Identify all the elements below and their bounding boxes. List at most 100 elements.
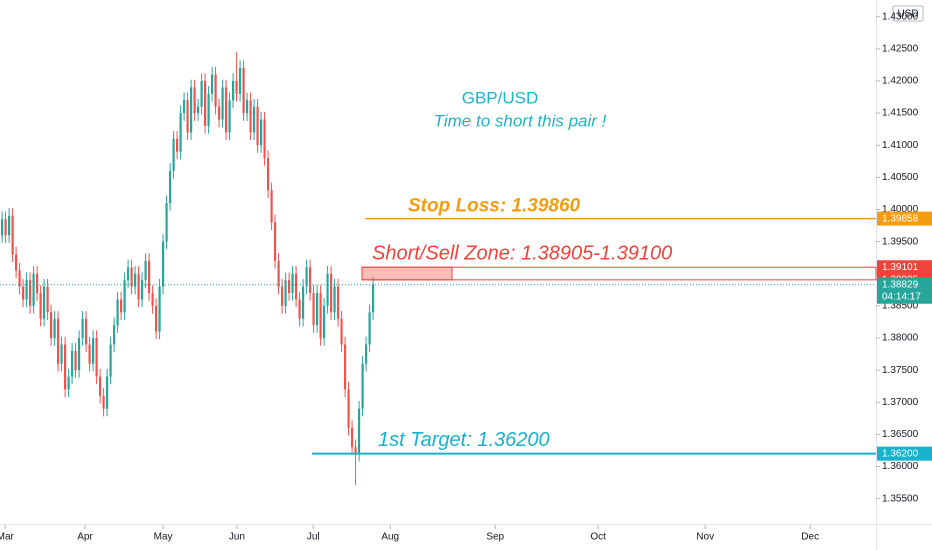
candle-body: [21, 286, 25, 300]
candle-body: [63, 344, 67, 390]
candle-body: [109, 344, 112, 377]
candle-body: [319, 293, 322, 339]
candle-body: [347, 389, 350, 428]
countdown: 04:14:17: [882, 291, 921, 302]
x-tick-label: Jun: [229, 532, 245, 543]
candle-body: [11, 215, 14, 255]
candle-body: [46, 286, 49, 313]
sell-zone-text: Short/Sell Zone: 1.38905-1.39100: [372, 243, 672, 265]
stop-loss-tag: 1.39858: [882, 213, 919, 224]
candle-body: [0, 219, 4, 236]
x-tick-label: May: [154, 532, 173, 543]
y-tick-label: 1.37000: [882, 397, 919, 408]
candle-body: [35, 273, 39, 294]
y-tick-label: 1.35500: [882, 493, 919, 504]
x-tick-label: Dec: [801, 532, 819, 543]
candle-body: [196, 106, 200, 114]
candle-body: [74, 350, 77, 371]
candle-body: [112, 325, 116, 345]
candle-body: [326, 273, 329, 306]
candle-body: [361, 363, 364, 409]
candle-body: [231, 80, 235, 101]
candle-body: [228, 100, 231, 133]
last-price-box: [877, 277, 932, 304]
candle-body: [210, 74, 214, 94]
target-text: 1st Target: 1.36200: [378, 429, 550, 451]
candle-body: [193, 87, 196, 114]
candle-body: [305, 267, 308, 287]
y-tick-label: 1.38500: [882, 301, 919, 312]
candle-body: [259, 119, 263, 146]
y-tick-label: 1.40000: [882, 204, 919, 215]
candle-body: [67, 376, 70, 390]
candle-body: [312, 293, 315, 326]
candle-body: [252, 106, 256, 133]
candle-body: [217, 106, 221, 120]
candle-body: [56, 318, 60, 364]
candle-body: [287, 280, 291, 294]
y-tick-label: 1.37500: [882, 365, 919, 376]
zone-top-tag: 1.39101: [882, 262, 919, 273]
target-tag: 1.36200: [882, 448, 919, 459]
y-tick-label: 1.42500: [882, 43, 919, 54]
candle-body: [315, 293, 319, 326]
candle-body: [49, 312, 53, 339]
annotation: Time to short this pair !: [434, 111, 607, 130]
x-tick-label: Apr: [77, 532, 93, 543]
target-tag-box: [877, 446, 932, 461]
candle-body: [242, 68, 245, 114]
candle-body: [322, 305, 326, 339]
candle-body: [77, 338, 81, 371]
candle-body: [186, 100, 189, 133]
candle-body: [343, 344, 347, 390]
candle-body: [298, 299, 301, 319]
candle-body: [270, 190, 273, 223]
x-tick-label: Aug: [381, 532, 399, 543]
candle-body: [140, 280, 144, 300]
zone-top-tag-box: [877, 260, 932, 275]
candle-body: [137, 273, 140, 300]
candle-body: [119, 299, 123, 313]
y-tick-label: 1.43000: [882, 11, 919, 22]
candle-body: [182, 100, 186, 114]
candle-body: [32, 273, 35, 306]
candle-body: [18, 270, 21, 287]
candle-body: [158, 286, 161, 332]
candle-body: [4, 219, 7, 236]
candle-body: [294, 273, 298, 300]
candle-body: [368, 312, 371, 345]
candle-body: [70, 350, 74, 377]
candle-body: [95, 338, 98, 377]
x-tick-label: Sep: [486, 532, 504, 543]
candle-body: [161, 241, 165, 287]
candle-body: [28, 280, 32, 306]
candle-body: [84, 318, 88, 345]
candle-body: [200, 80, 203, 107]
candle-body: [39, 293, 42, 319]
candle-body: [207, 93, 210, 126]
candle-body: [7, 215, 11, 236]
candle-body: [189, 87, 193, 133]
candle-body: [151, 293, 154, 306]
candle-body: [221, 87, 224, 120]
candle-body: [336, 286, 340, 319]
candle-body: [98, 376, 102, 396]
candle-body: [91, 338, 95, 364]
candle-body: [53, 318, 56, 339]
candle-body: [256, 106, 259, 146]
candle-body: [102, 395, 105, 409]
candle-body: [357, 408, 361, 454]
candle-body: [126, 267, 130, 281]
candle-body: [266, 158, 270, 191]
candle-body: [273, 222, 277, 261]
candle-body: [284, 280, 287, 306]
currency-box[interactable]: [892, 5, 924, 22]
candle-body: [235, 80, 238, 94]
candle-body: [42, 286, 46, 319]
stop-loss-text: Stop Loss: 1.39860: [408, 196, 581, 217]
y-tick-label: 1.42000: [882, 76, 919, 87]
candle-body: [371, 284, 375, 313]
candle-body: [172, 138, 175, 171]
currency: USD: [897, 9, 918, 20]
